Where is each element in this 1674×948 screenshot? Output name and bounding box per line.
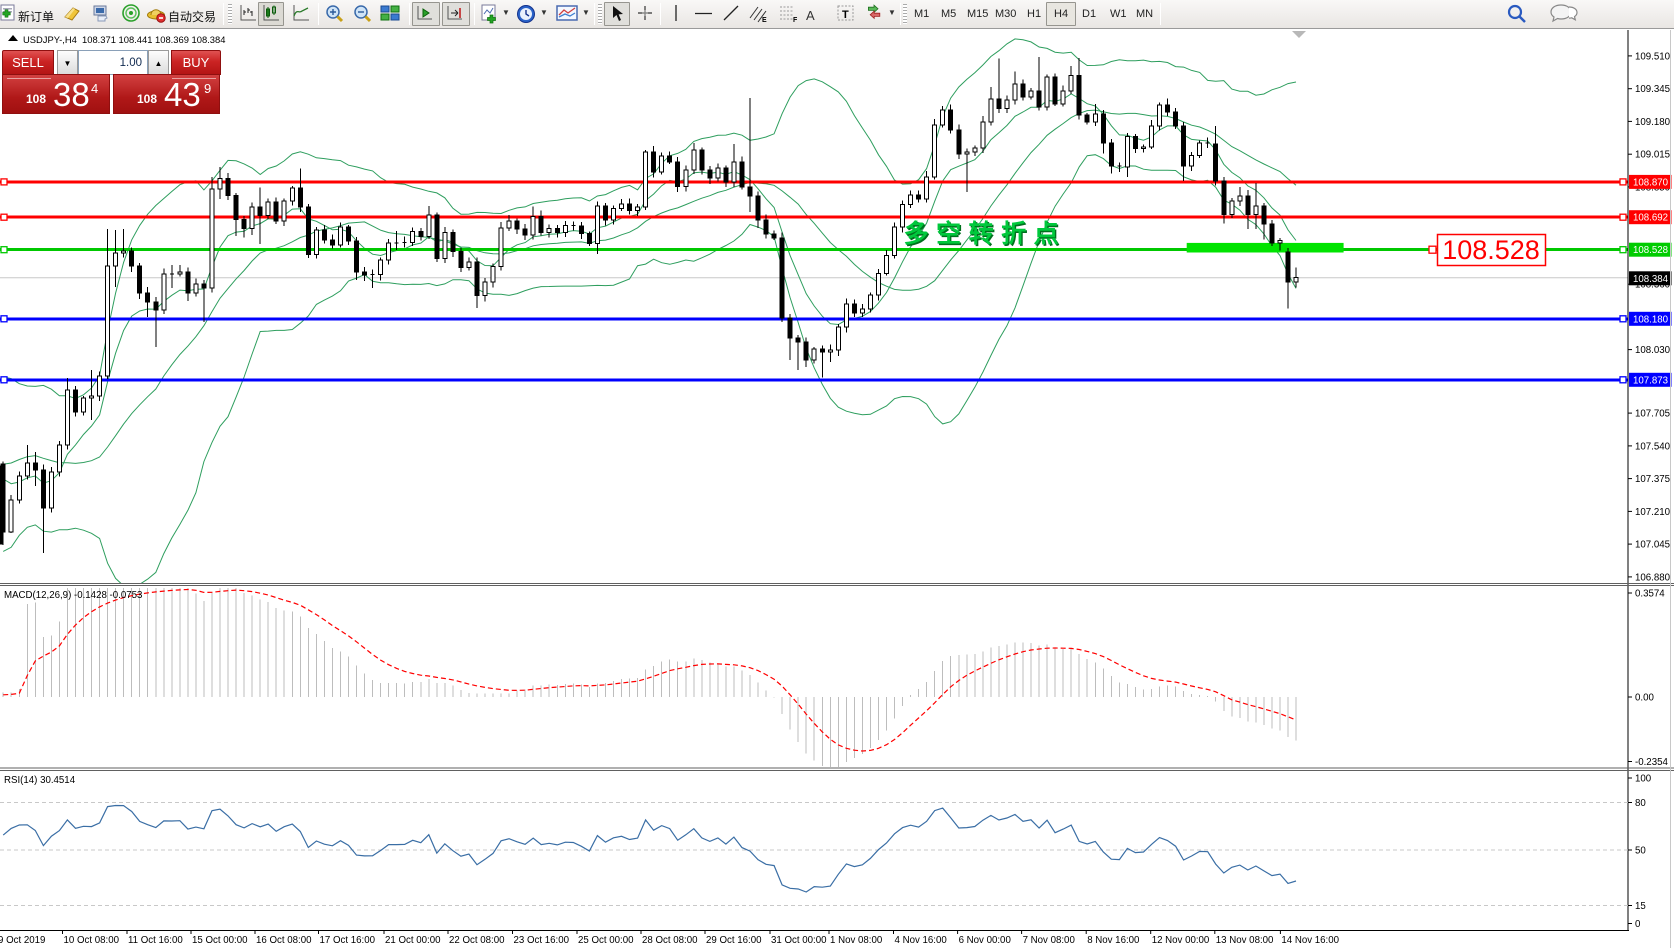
- svg-text:-0.2354: -0.2354: [1635, 757, 1668, 768]
- svg-text:16 Oct 08:00: 16 Oct 08:00: [256, 935, 312, 946]
- svg-text:106.880: 106.880: [1635, 572, 1671, 583]
- svg-text:107.873: 107.873: [1633, 375, 1668, 386]
- svg-text:108.180: 108.180: [1633, 314, 1669, 325]
- svg-text:109.510: 109.510: [1635, 51, 1671, 62]
- svg-text:14 Nov 16:00: 14 Nov 16:00: [1281, 935, 1339, 946]
- svg-text:107.210: 107.210: [1635, 507, 1671, 518]
- svg-text:多空转折点: 多空转折点: [905, 221, 1068, 250]
- svg-text:0: 0: [1635, 919, 1641, 930]
- svg-text:T: T: [842, 9, 849, 21]
- svg-text:108.030: 108.030: [1635, 345, 1671, 356]
- svg-text:E: E: [762, 17, 767, 23]
- svg-text:0.00: 0.00: [1635, 693, 1654, 704]
- svg-text:F: F: [793, 17, 798, 23]
- svg-text:多空转折点: 多空转折点: [904, 219, 1067, 248]
- svg-text:9 Oct 2019: 9 Oct 2019: [0, 935, 45, 946]
- svg-text:15 Oct 00:00: 15 Oct 00:00: [192, 935, 248, 946]
- svg-text:29 Oct 16:00: 29 Oct 16:00: [706, 935, 762, 946]
- svg-text:22 Oct 08:00: 22 Oct 08:00: [449, 935, 505, 946]
- svg-text:100: 100: [1635, 774, 1652, 785]
- svg-text:108.870: 108.870: [1633, 177, 1669, 188]
- svg-text:17 Oct 16:00: 17 Oct 16:00: [320, 935, 376, 946]
- svg-text:108.692: 108.692: [1633, 213, 1668, 224]
- svg-text:109.015: 109.015: [1635, 150, 1670, 161]
- svg-text:108.384: 108.384: [1633, 274, 1669, 285]
- svg-text:109.180: 109.180: [1635, 117, 1671, 128]
- svg-text:23 Oct 16:00: 23 Oct 16:00: [514, 935, 570, 946]
- svg-text:0.3574: 0.3574: [1635, 589, 1665, 600]
- svg-text:15: 15: [1635, 901, 1646, 912]
- svg-text:12 Nov 00:00: 12 Nov 00:00: [1152, 935, 1210, 946]
- svg-text:108.528: 108.528: [1633, 245, 1668, 256]
- svg-text:MACD(12,26,9) -0.1428 -0.0753: MACD(12,26,9) -0.1428 -0.0753: [4, 590, 142, 601]
- svg-text:USDJPY-,H4 108.371 108.441 10: USDJPY-,H4 108.371 108.441 108.369 108.3…: [23, 34, 225, 45]
- svg-text:1 Nov 08:00: 1 Nov 08:00: [830, 935, 883, 946]
- svg-text:107.045: 107.045: [1635, 540, 1670, 551]
- svg-text:107.705: 107.705: [1635, 409, 1670, 420]
- svg-text:107.375: 107.375: [1635, 474, 1670, 485]
- svg-text:10 Oct 08:00: 10 Oct 08:00: [64, 935, 120, 946]
- svg-text:80: 80: [1635, 798, 1646, 809]
- svg-text:RSI(14) 30.4514: RSI(14) 30.4514: [4, 775, 76, 786]
- svg-text:107.540: 107.540: [1635, 441, 1671, 452]
- svg-text:6 Nov 00:00: 6 Nov 00:00: [959, 935, 1012, 946]
- svg-text:21 Oct 00:00: 21 Oct 00:00: [385, 935, 441, 946]
- svg-text:108.528: 108.528: [1442, 235, 1540, 265]
- svg-text:25 Oct 00:00: 25 Oct 00:00: [578, 935, 634, 946]
- svg-text:50: 50: [1635, 846, 1646, 857]
- svg-text:31 Oct 00:00: 31 Oct 00:00: [771, 935, 827, 946]
- svg-text:7 Nov 08:00: 7 Nov 08:00: [1023, 935, 1076, 946]
- svg-text:11 Oct 16:00: 11 Oct 16:00: [128, 935, 183, 946]
- svg-text:4 Nov 16:00: 4 Nov 16:00: [895, 935, 948, 946]
- svg-text:28 Oct 08:00: 28 Oct 08:00: [642, 935, 698, 946]
- svg-text:8 Nov 16:00: 8 Nov 16:00: [1087, 935, 1140, 946]
- svg-text:13 Nov 08:00: 13 Nov 08:00: [1216, 935, 1274, 946]
- svg-text:109.345: 109.345: [1635, 84, 1670, 95]
